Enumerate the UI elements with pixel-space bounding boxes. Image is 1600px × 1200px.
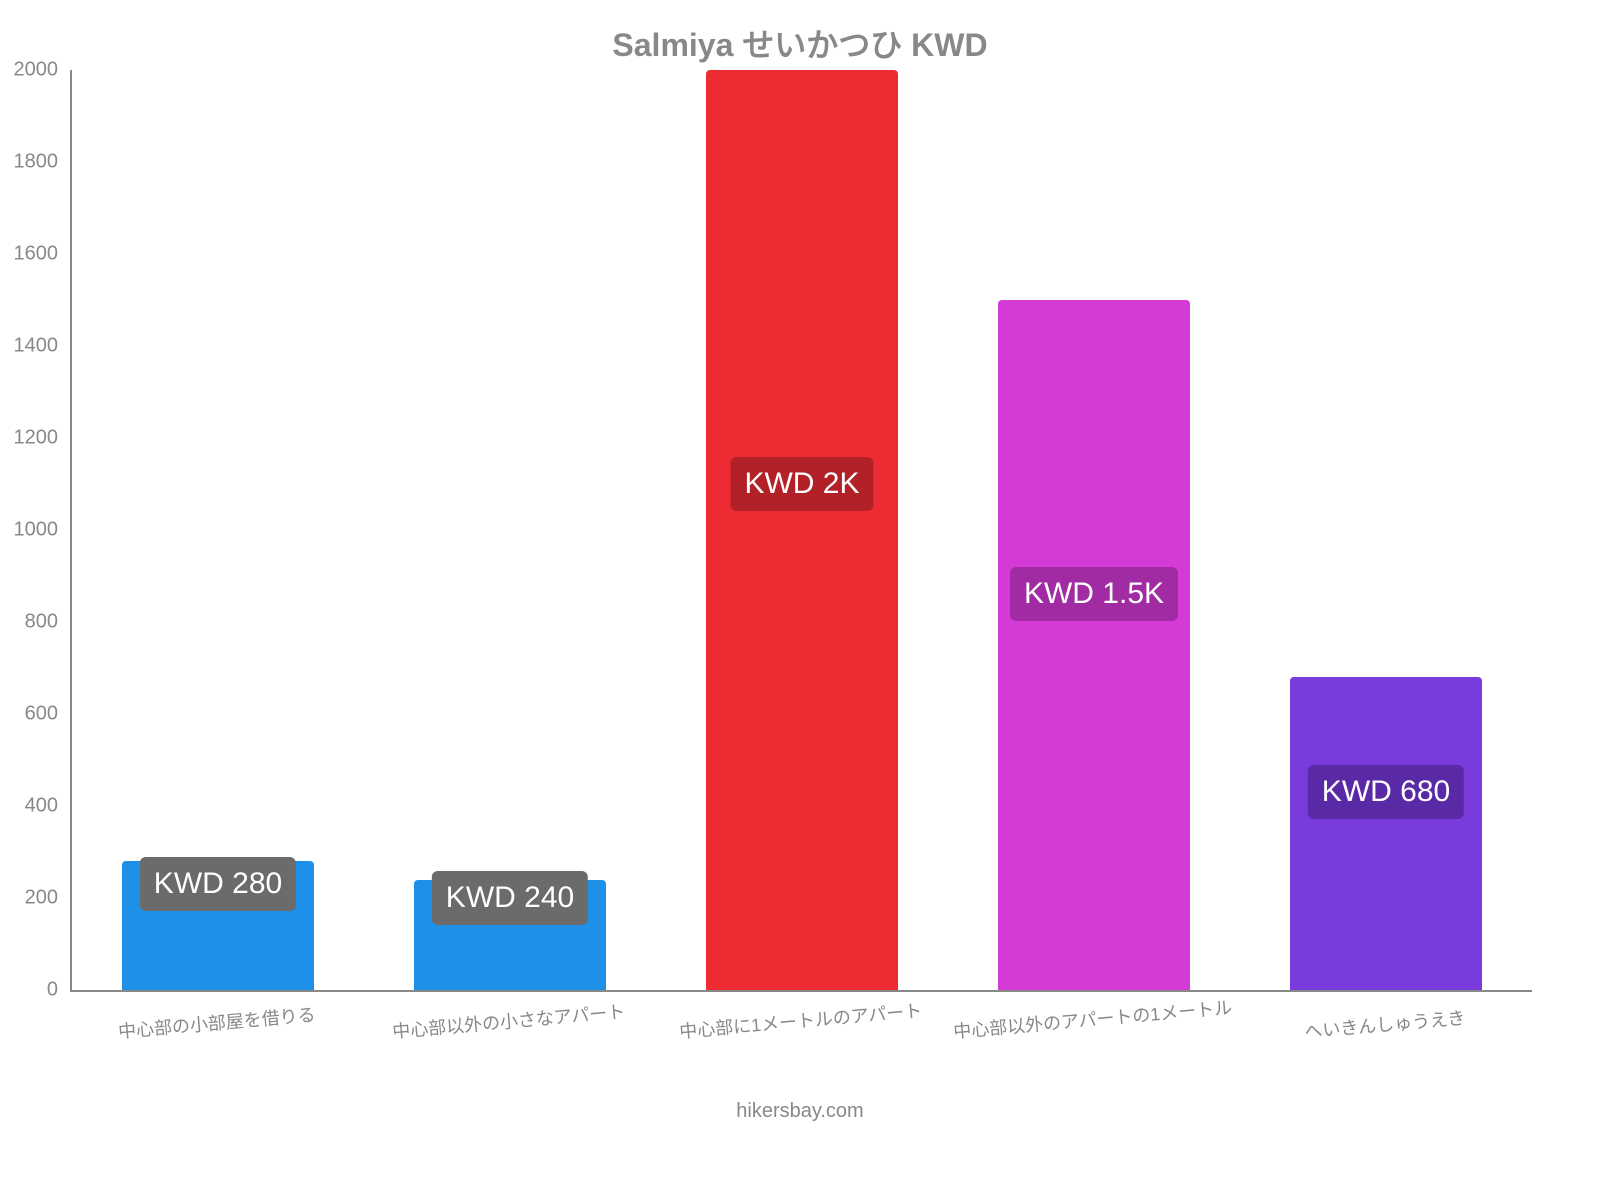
y-tick-label: 2000 (0, 59, 58, 82)
bar (1290, 677, 1483, 990)
y-tick-label: 1600 (0, 243, 58, 266)
y-tick-label: 400 (0, 795, 58, 818)
y-tick-label: 800 (0, 611, 58, 634)
bar (706, 70, 899, 990)
bar-value-label: KWD 280 (140, 857, 296, 911)
chart-title: Salmiya せいかつひ KWD (0, 20, 1600, 66)
x-tick-label: へいきんしゅうえき (1303, 1004, 1466, 1044)
y-tick-label: 1200 (0, 427, 58, 450)
y-tick-label: 1800 (0, 151, 58, 174)
bar-value-label: KWD 1.5K (1010, 567, 1178, 621)
x-tick-label: 中心部の小部屋を借りる (117, 1001, 317, 1044)
bar (998, 300, 1191, 990)
x-tick-label: 中心部以外のアパートの1メートル (952, 994, 1233, 1044)
y-tick-label: 600 (0, 703, 58, 726)
x-tick-label: 中心部に1メートルのアパート (678, 997, 923, 1044)
y-tick-label: 200 (0, 887, 58, 910)
x-tick-label: 中心部以外の小さなアパート (391, 998, 626, 1044)
attribution-text: hikersbay.com (0, 1100, 1600, 1123)
y-tick-label: 0 (0, 979, 58, 1002)
plot-area: KWD 280 KWD 240 KWD 2K KWD 1.5K KWD 680 (70, 70, 1532, 992)
y-tick-label: 1000 (0, 519, 58, 542)
chart-container: Salmiya せいかつひ KWD KWD 280KWD 240KWD 2KKW… (0, 0, 1600, 1200)
bar-value-label: KWD 240 (432, 871, 588, 925)
bar-value-label: KWD 2K (730, 457, 873, 511)
bar-value-label: KWD 680 (1308, 765, 1464, 819)
y-tick-label: 1400 (0, 335, 58, 358)
